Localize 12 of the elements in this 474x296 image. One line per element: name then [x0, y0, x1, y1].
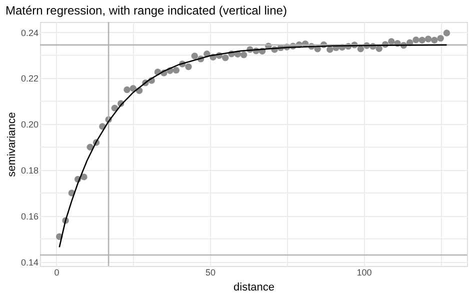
y-tick-label: 0.14	[20, 257, 38, 268]
y-tick-label: 0.18	[20, 166, 38, 176]
x-tick-label: 100	[356, 268, 372, 278]
y-tick-label: 0.22	[20, 74, 38, 84]
x-tick-label: 50	[205, 268, 216, 278]
x-tick-label: 0	[54, 268, 60, 278]
chart-title: Matérn regression, with range indicated (vertical line)	[5, 3, 287, 18]
y-tick-label: 0.20	[20, 120, 38, 130]
y-tick-label: 0.24	[20, 28, 38, 38]
y-tick-label: 0.16	[20, 211, 38, 222]
y-axis-title: semivariance	[6, 112, 18, 177]
x-axis-title: distance	[234, 282, 274, 294]
